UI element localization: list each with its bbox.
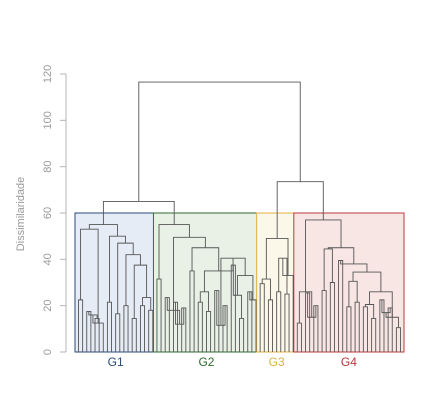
merge-link-45 <box>276 291 282 352</box>
merge-link-28 <box>214 290 220 352</box>
merge-link-5 <box>106 301 112 352</box>
merge-link-60 <box>354 301 360 352</box>
merge-link-54 <box>298 291 313 324</box>
y-tick-label-0: 0 <box>42 349 54 355</box>
y-axis-title: Dissimilaridade <box>15 177 27 252</box>
group-label-g3: G3 <box>269 355 285 369</box>
y-tick-label-20: 20 <box>42 300 54 312</box>
merge-link-16 <box>80 228 99 324</box>
group-label-g4: G4 <box>341 355 357 369</box>
y-tick-label-80: 80 <box>42 161 54 173</box>
merge-link-1 <box>86 311 92 352</box>
group-label-g1: G1 <box>108 355 124 369</box>
merge-link-14 <box>117 242 134 314</box>
dendrogram-branches <box>78 81 401 352</box>
merge-link-7 <box>123 305 129 352</box>
group-labels: G1 G2 G3 G4 <box>108 355 358 369</box>
y-tick-label-40: 40 <box>42 253 54 265</box>
merge-link-33 <box>232 265 243 319</box>
merge-link-50 <box>296 322 302 352</box>
merge-link-15 <box>109 235 126 303</box>
group-box-g3 <box>256 212 298 353</box>
merge-link-76 <box>102 200 175 225</box>
merge-link-3 <box>88 311 98 319</box>
merge-link-77 <box>138 81 301 202</box>
merge-link-21 <box>181 307 187 352</box>
y-tick-label-100: 100 <box>42 111 54 129</box>
merge-link-38 <box>203 258 234 292</box>
merge-link-25 <box>197 301 203 352</box>
y-tick-label-60: 60 <box>42 207 54 219</box>
merge-link-70 <box>369 291 393 318</box>
y-axis: Dissimilaridade 0 20 40 60 80 100 120 <box>15 65 67 355</box>
merge-link-9 <box>139 305 146 352</box>
group-boxes <box>74 212 405 353</box>
merge-link-61 <box>348 280 358 307</box>
merge-link-19 <box>164 297 170 352</box>
merge-link-27 <box>199 291 209 312</box>
merge-link-66 <box>387 307 393 352</box>
y-tick-label-120: 120 <box>42 65 54 83</box>
merge-link-4 <box>92 314 104 352</box>
merge-link-72 <box>340 260 368 273</box>
merge-link-24 <box>189 270 195 352</box>
group-label-g2: G2 <box>198 355 214 369</box>
